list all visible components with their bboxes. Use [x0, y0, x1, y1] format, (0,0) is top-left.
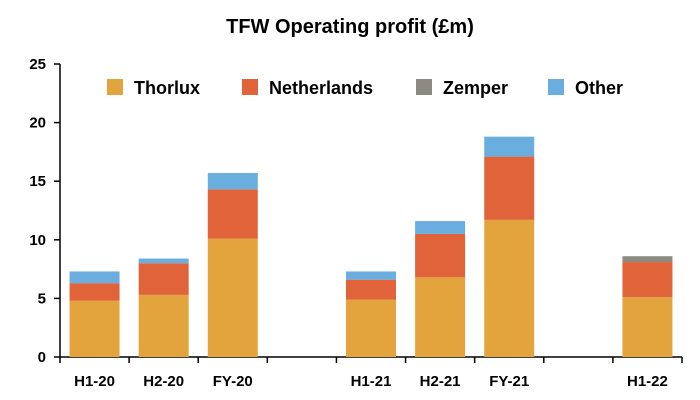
bar-thorlux-H2-20	[138, 294, 189, 357]
bar-other-FY-21	[484, 136, 535, 157]
bar-thorlux-H1-22	[622, 297, 673, 357]
legend-swatch-other	[548, 79, 564, 95]
bar-thorlux-FY-20	[207, 238, 258, 357]
legend-label-zemper: Zemper	[443, 78, 508, 98]
legend-label-thorlux: Thorlux	[134, 78, 200, 98]
bar-netherlands-H1-20	[69, 283, 120, 301]
chart-title: TFW Operating profit (£m)	[226, 16, 474, 38]
x-tick-label: H1-22	[627, 373, 668, 390]
legend-swatch-netherlands	[242, 79, 258, 95]
bar-netherlands-FY-21	[484, 156, 535, 220]
legend-swatch-thorlux	[107, 79, 123, 95]
bar-thorlux-H2-21	[415, 277, 466, 357]
y-tick-label: 0	[38, 349, 46, 366]
bar-thorlux-H1-21	[346, 299, 396, 357]
legend-label-other: Other	[575, 78, 623, 98]
x-tick-label: H2-20	[143, 373, 184, 390]
bar-netherlands-FY-20	[207, 189, 258, 239]
bar-netherlands-H2-21	[415, 233, 466, 278]
legend-swatch-zemper	[416, 79, 432, 95]
y-tick-label: 10	[29, 232, 46, 249]
x-tick-label: H1-21	[351, 373, 392, 390]
y-tick-label: 20	[29, 115, 46, 132]
x-tick-label: H1-20	[74, 373, 115, 390]
bar-other-FY-20	[207, 172, 258, 190]
bar-netherlands-H1-22	[622, 262, 673, 298]
x-tick-label: H2-21	[420, 373, 461, 390]
bar-other-H2-20	[138, 258, 189, 264]
legend-label-netherlands: Netherlands	[269, 78, 373, 98]
bar-netherlands-H2-20	[138, 263, 189, 295]
bar-zemper-H1-22	[622, 256, 673, 263]
bar-other-H2-21	[415, 221, 466, 234]
y-tick-label: 25	[29, 56, 46, 73]
bar-other-H1-20	[69, 271, 120, 284]
bar-thorlux-H1-20	[69, 300, 120, 357]
y-tick-label: 15	[29, 173, 46, 190]
x-tick-label: FY-20	[213, 373, 253, 390]
bar-other-H1-21	[346, 271, 396, 280]
y-tick-label: 5	[38, 290, 46, 307]
bar-netherlands-H1-21	[346, 279, 396, 300]
bar-thorlux-FY-21	[484, 219, 535, 357]
x-tick-label: FY-21	[489, 373, 529, 390]
